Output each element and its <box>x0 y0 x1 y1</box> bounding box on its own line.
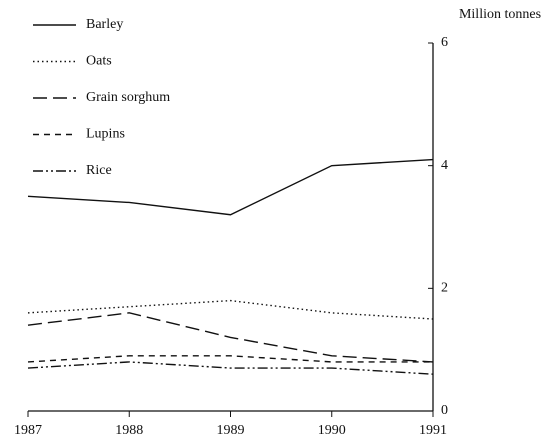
legend-label: Rice <box>86 163 112 178</box>
legend-label: Barley <box>86 17 123 32</box>
y-tick-label: 4 <box>441 158 448 173</box>
x-tick-label: 1991 <box>419 423 447 438</box>
y-axis-label: Million tonnes <box>459 7 541 22</box>
series-line <box>27 299 434 320</box>
x-tick-label: 1987 <box>14 423 42 438</box>
legend-label: Grain sorghum <box>86 90 170 105</box>
x-tick-label: 1988 <box>115 423 143 438</box>
y-tick-label: 2 <box>441 281 448 296</box>
series-line <box>27 158 434 216</box>
series-line <box>27 355 433 363</box>
x-tick-label: 1989 <box>217 423 245 438</box>
legend-label: Lupins <box>86 127 125 142</box>
y-tick-label: 0 <box>441 403 448 418</box>
series-line <box>27 361 434 375</box>
legend-label: Oats <box>86 54 112 69</box>
y-tick-label: 6 <box>441 35 448 50</box>
x-tick-label: 1990 <box>318 423 346 438</box>
series-line <box>27 312 434 363</box>
